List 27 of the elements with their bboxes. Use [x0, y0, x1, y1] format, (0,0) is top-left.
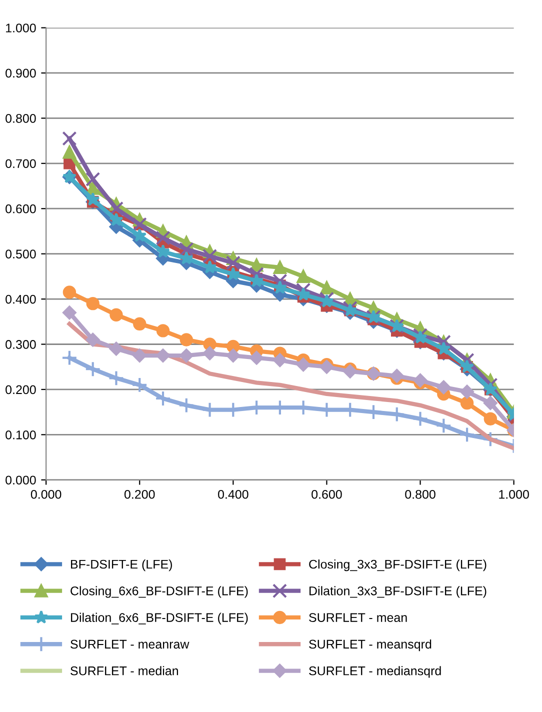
legend-label: SURFLET - mean — [309, 613, 407, 622]
legend-label: Dilation_3x3_BF-DSIFT-E (LFE) — [310, 586, 486, 598]
y-tick-label: 0.300 — [6, 340, 36, 349]
y-tick-label: 0.000 — [6, 476, 36, 485]
y-tick-label: 0.700 — [6, 159, 36, 168]
legend-label: SURFLET - meanraw — [70, 640, 190, 649]
legend-label: SURFLET - meansqrd — [309, 639, 432, 652]
x-tick-label: 0.000 — [30, 490, 62, 499]
legend-label: SURFLET - median — [70, 666, 178, 676]
x-tick-label: 0.200 — [124, 490, 155, 499]
y-tick-label: 0.500 — [6, 250, 36, 258]
x-tick-label: 0.800 — [405, 490, 436, 499]
legend-label: Dilation_6x6_BF-DSIFT-E (LFE) — [71, 612, 248, 624]
x-tick-label: 0.400 — [218, 490, 248, 499]
y-tick-label: 0.400 — [6, 294, 36, 304]
legend-label: Closing_3x3_BF-DSIFT-E (LFE) — [309, 559, 486, 572]
legend-label: SURFLET - mediansqrd — [309, 666, 441, 678]
y-tick-label: 1.000 — [6, 24, 36, 32]
x-tick-label: 1.000 — [499, 490, 529, 499]
legend-label: Closing_6x6_BF-DSIFT-E (LFE) — [70, 586, 248, 598]
y-tick-label: 0.600 — [6, 204, 36, 214]
legend-label: BF-DSIFT-E (LFE) — [71, 559, 172, 572]
y-tick-label: 0.900 — [6, 68, 36, 78]
y-tick-label: 0.200 — [6, 385, 36, 394]
y-tick-label: 0.100 — [6, 430, 36, 440]
y-tick-label: 0.800 — [6, 114, 36, 123]
x-tick-label: 0.600 — [312, 490, 342, 499]
